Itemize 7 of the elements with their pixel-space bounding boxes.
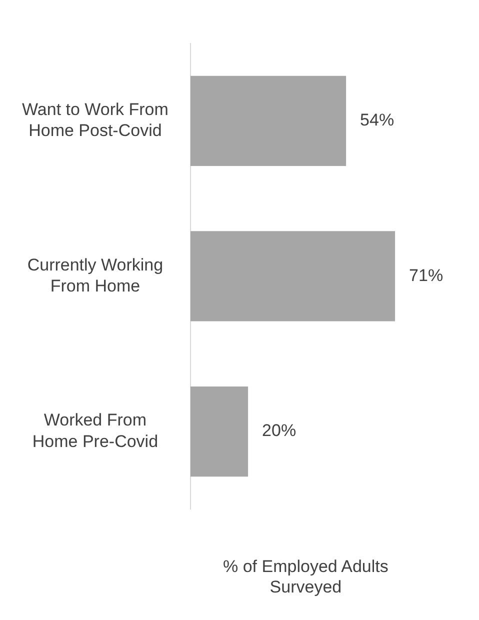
data-label: 71% [409, 266, 444, 285]
data-label: 54% [360, 110, 394, 130]
y-tick-label: Want to Work From Home Post-Covid [22, 100, 168, 140]
y-tick-label: Currently Working From Home [27, 255, 164, 296]
data-label: 20% [262, 421, 296, 440]
x-axis-title: % of Employed Adults Surveyed [223, 557, 388, 596]
y-tick-label: Worked From Home Pre-Covid [32, 410, 158, 451]
